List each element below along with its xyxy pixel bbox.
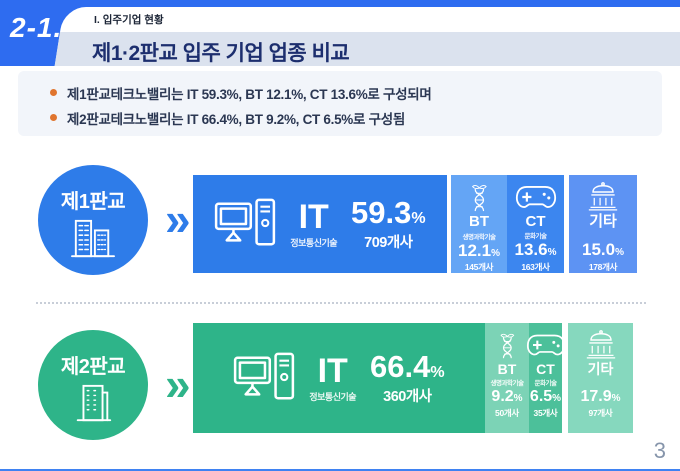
percent-sign: % (411, 209, 426, 227)
bt-code-label: BT (469, 213, 489, 230)
pangyo2-it-segment: IT 정보통신기술 66.4% 360개사 (193, 323, 485, 433)
pangyo2-ct-segment: CT 문화기술 6.5% 35개사 (526, 323, 565, 433)
bt-company-count: 145개사 (464, 262, 494, 273)
summary-bullet-2: 제2판교테크노밸리는 IT 66.4%, BT 9.2%, CT 6.5%로 구… (50, 105, 662, 130)
bullet-dot-icon (50, 114, 57, 121)
bullet-dot-icon (50, 89, 57, 96)
ct-company-count: 163개사 (521, 262, 550, 272)
pangyo1-it-segment: IT 정보통신기술 59.3% 709개사 (193, 175, 447, 273)
page-number: 3 (653, 438, 666, 463)
percent-sign: % (491, 247, 500, 259)
percent-sign: % (513, 393, 523, 405)
pangyo2-label: 제2판교 (60, 356, 126, 378)
pangyo1-bt-segment: BT 생명과학기술 12.1% 145개사 (451, 175, 507, 273)
etc-label: 기타 (587, 361, 614, 377)
pangyo2-circle: 제2판교 (38, 330, 148, 440)
breadcrumb: I. 입주기업 현황 (94, 14, 164, 26)
summary-bullet-1: 제1판교테크노밸리는 IT 59.3%, BT 12.1%, CT 13.6%로… (50, 80, 662, 105)
buildings-icon (70, 218, 116, 260)
game-controller-icon (515, 182, 557, 212)
bank-icon (584, 330, 618, 360)
game-controller-icon (526, 330, 566, 360)
percent-sign: % (611, 393, 621, 405)
it-subtitle: 정보통신기술 (309, 391, 357, 402)
etc-label: 기타 (589, 213, 617, 230)
computer-icon (214, 198, 276, 250)
chevron-right-icon: » (165, 193, 191, 245)
summary-text-2: 제2판교테크노밸리는 IT 66.4%, BT 9.2%, CT 6.5%로 구… (67, 111, 405, 127)
ct-code-label: CT (525, 212, 546, 230)
ct-percent-value: 6.5 (529, 388, 553, 406)
pangyo2-etc-segment: 기타 17.9% 97개사 (568, 323, 633, 433)
ct-company-count: 35개사 (533, 407, 558, 418)
pangyo2-bt-segment: BT 생명과학기술 9.2% 50개사 (485, 323, 529, 433)
etc-percent-value: 17.9 (580, 388, 612, 406)
header-panel: I. 입주기업 현황 제1·2판교 입주 기업 업종 비교 (54, 7, 680, 66)
percent-sign: % (552, 393, 562, 405)
it-code-label: IT (317, 351, 348, 390)
percent-sign: % (547, 247, 557, 259)
percent-sign: % (615, 247, 624, 259)
title-band: 제1·2판교 입주 기업 업종 비교 (54, 32, 680, 66)
ct-percent-value: 13.6 (514, 240, 548, 260)
etc-percent-value: 15.0 (582, 240, 616, 260)
it-percent-value: 66.4 (370, 348, 431, 384)
etc-company-count: 178개사 (588, 262, 618, 272)
summary-text-1: 제1판교테크노밸리는 IT 59.3%, BT 12.1%, CT 13.6%로… (67, 86, 432, 102)
header: 2-1. I. 입주기업 현황 제1·2판교 입주 기업 업종 비교 (0, 0, 680, 66)
ct-subtitle: 문화기술 (524, 233, 547, 241)
pangyo1-etc-segment: 기타 15.0% 178개사 (569, 175, 637, 273)
page-title: 제1·2판교 입주 기업 업종 비교 (92, 42, 350, 65)
it-company-count: 709개사 (364, 234, 413, 251)
pangyo1-label: 제1판교 (60, 191, 126, 213)
etc-company-count: 97개사 (588, 407, 613, 418)
percent-sign: % (430, 363, 445, 381)
section-number-badge: 2-1. (10, 12, 63, 43)
pangyo1-ct-segment: CT 문화기술 13.6% 163개사 (507, 175, 564, 273)
ct-subtitle: 문화기술 (534, 380, 557, 388)
bank-icon (586, 182, 620, 212)
chevron-right-icon: » (165, 358, 191, 410)
it-company-count: 360개사 (383, 388, 432, 405)
row-divider (36, 302, 646, 304)
bt-percent-value: 12.1 (458, 240, 492, 260)
pangyo2-bar: IT 정보통신기술 66.4% 360개사 (193, 323, 633, 433)
it-percent-value: 59.3 (351, 194, 412, 230)
ct-code-label: CT (536, 361, 555, 377)
computer-icon (233, 352, 295, 404)
pangyo1-circle: 제1판교 (38, 165, 148, 275)
bt-subtitle: 생명과학기술 (462, 233, 496, 241)
office-building-icon (71, 383, 115, 425)
bt-subtitle: 생명과학기술 (490, 380, 524, 388)
dna-icon (493, 330, 521, 360)
summary-box: 제1판교테크노밸리는 IT 59.3%, BT 12.1%, CT 13.6%로… (18, 71, 662, 136)
it-code-label: IT (298, 197, 329, 236)
bt-code-label: BT (497, 361, 517, 377)
pangyo1-bar: IT 정보통신기술 59.3% 709개사 (193, 175, 637, 273)
bt-percent-value: 9.2 (491, 388, 514, 406)
bt-company-count: 50개사 (495, 407, 519, 418)
it-subtitle: 정보통신기술 (290, 237, 338, 248)
dna-icon (464, 182, 494, 212)
bottom-accent-line (0, 469, 680, 471)
